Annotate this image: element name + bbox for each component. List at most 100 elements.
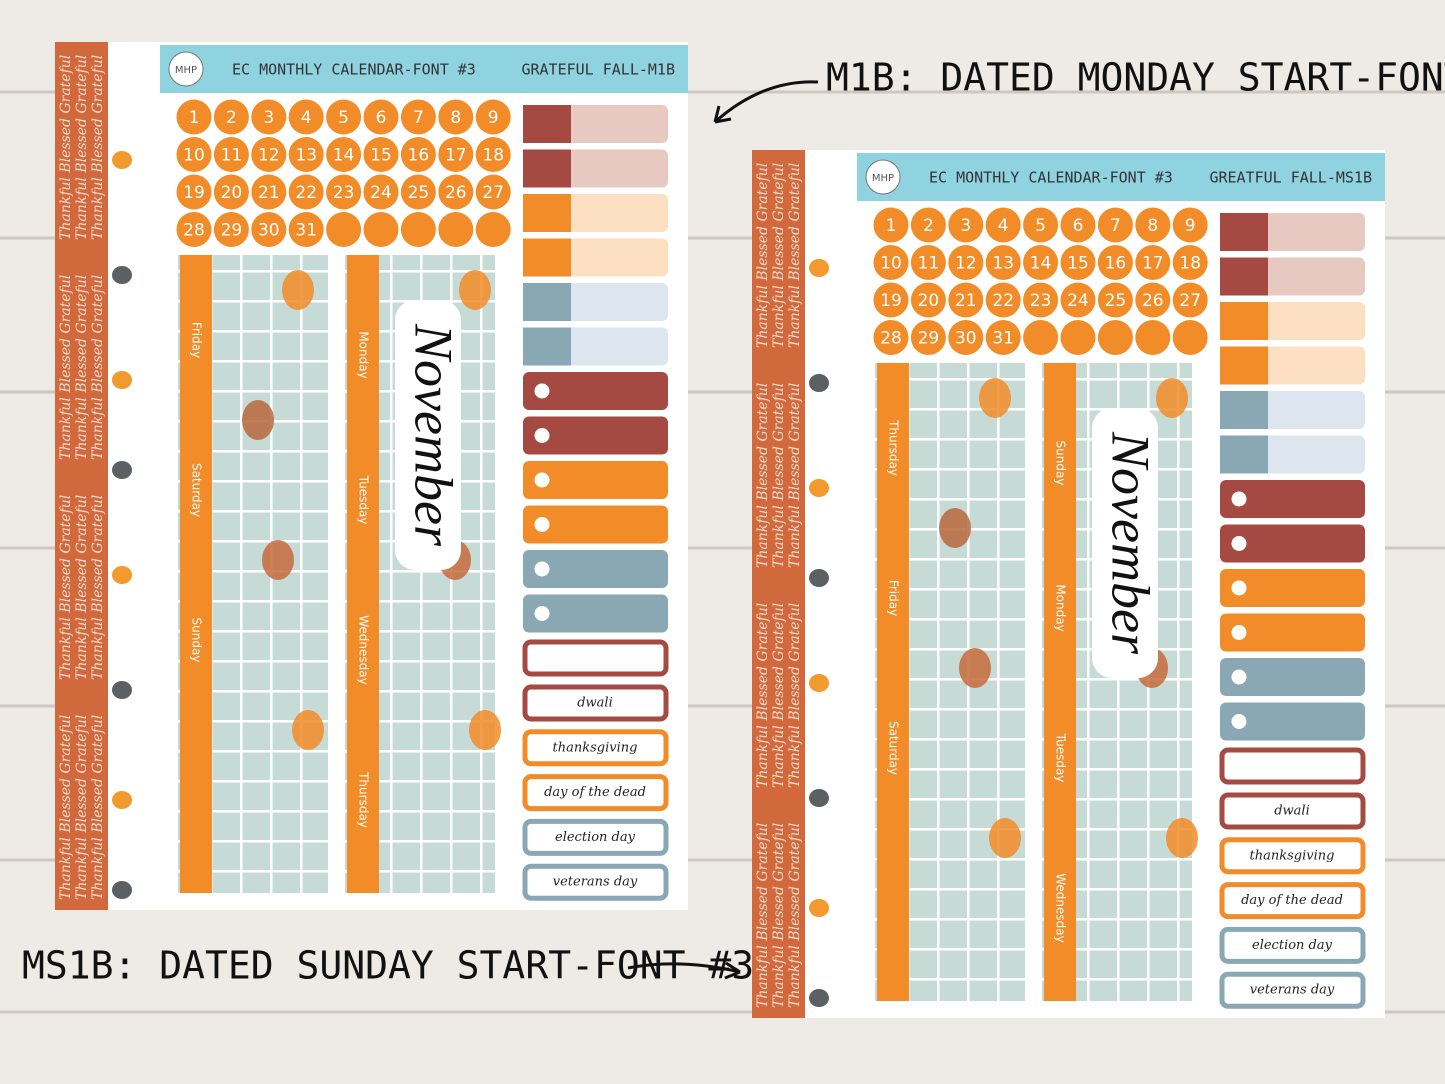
date-dot [176, 174, 212, 210]
date-dot [1172, 282, 1208, 318]
date-number: 31 [992, 329, 1014, 349]
color-swatch-dark [1220, 213, 1268, 251]
date-dot [1097, 282, 1133, 318]
side-pattern-text: Thankful Blessed Grateful [74, 275, 90, 460]
date-dot [438, 212, 474, 247]
flag-sticker [523, 461, 668, 499]
holiday-label: veterans day [553, 875, 638, 890]
date-dot [1023, 320, 1059, 355]
date-number: 27 [1179, 291, 1201, 311]
day-strip [877, 363, 909, 1001]
holiday-label: dwali [1274, 804, 1310, 819]
date-number: 1 [189, 108, 200, 128]
date-dot [363, 212, 399, 247]
side-pattern-text: Thankful Blessed Grateful [755, 603, 771, 788]
color-swatch-dark [523, 105, 571, 143]
date-number: 12 [955, 254, 977, 274]
day-label: Tuesday [1054, 733, 1068, 783]
flag-hole [1231, 536, 1247, 551]
day-label: Saturday [190, 463, 204, 517]
annotation: M1B: DATED MONDAY START-FONT #3 [826, 56, 1445, 100]
date-number: 1 [886, 216, 897, 236]
flag-hole [1231, 491, 1247, 507]
date-dot [213, 99, 249, 135]
pumpkin-icon [112, 151, 132, 169]
date-dot [873, 207, 909, 243]
date-number: 23 [333, 183, 355, 203]
date-dot [1060, 207, 1096, 243]
date-number: 8 [450, 108, 461, 128]
color-swatch-dark [523, 194, 571, 232]
flag-hole [534, 561, 550, 577]
date-dot [400, 99, 436, 135]
pumpkin-icon [809, 374, 829, 392]
label-box [522, 684, 669, 722]
flag-hole [1231, 580, 1247, 596]
date-dot [288, 99, 324, 135]
date-number: 21 [258, 183, 280, 203]
header [160, 45, 688, 93]
date-dot [475, 137, 511, 172]
date-number: 31 [295, 221, 317, 241]
side-pattern-text: Thankful Blessed Grateful [771, 383, 787, 568]
date-number: 6 [376, 108, 387, 128]
date-dot [1023, 207, 1059, 243]
date-number: 18 [1179, 254, 1201, 274]
sheet-code: GRATEFUL FALL-M1B [521, 61, 675, 79]
date-number: 19 [183, 183, 205, 203]
date-number: 30 [955, 329, 977, 349]
month-backing [395, 300, 461, 570]
flag-sticker [523, 416, 668, 455]
label-box [522, 863, 669, 901]
pumpkin-icon [112, 681, 132, 699]
date-number: 7 [413, 108, 424, 128]
date-number: 7 [1110, 216, 1121, 236]
autumn-decoration [979, 378, 1011, 418]
date-dot [1135, 282, 1171, 318]
date-number: 3 [263, 108, 274, 128]
pumpkin-icon [809, 674, 829, 692]
date-dot [251, 212, 287, 247]
date-dot [288, 212, 324, 247]
date-number: 23 [1030, 291, 1052, 311]
side-pattern-text: Thankful Blessed Grateful [755, 383, 771, 568]
holiday-label: day of the dead [544, 785, 646, 800]
side-pattern-text: Thankful Blessed Grateful [755, 163, 771, 348]
date-dot [213, 174, 249, 210]
day-strip [1044, 363, 1076, 1001]
month-name: November [404, 323, 464, 547]
side-pattern-text: Thankful Blessed Grateful [58, 275, 74, 460]
date-number: 10 [183, 146, 205, 166]
flag-hole [534, 383, 550, 399]
flag-hole [1231, 669, 1247, 685]
date-number: 18 [482, 146, 504, 166]
label-box [1219, 747, 1366, 785]
date-dot [326, 137, 362, 172]
month-name: November [1101, 431, 1161, 655]
date-number: 14 [1030, 254, 1052, 274]
holiday-label: day of the dead [1241, 893, 1343, 908]
flag-sticker [523, 372, 668, 410]
date-dot [475, 212, 511, 247]
side-pattern-text: Thankful Blessed Grateful [74, 715, 90, 900]
logo [168, 51, 204, 87]
day-label: Monday [357, 331, 371, 378]
date-dot [873, 320, 909, 355]
autumn-decoration [959, 648, 991, 688]
flag-sticker [523, 550, 668, 588]
date-dot [1023, 245, 1059, 280]
pumpkin-icon [809, 899, 829, 917]
date-dot [1135, 245, 1171, 280]
side-pattern-text: Thankful Blessed Grateful [90, 715, 106, 900]
date-number: 30 [258, 221, 280, 241]
date-number: 25 [408, 183, 430, 203]
date-number: 16 [1105, 254, 1127, 274]
date-dot [326, 212, 362, 247]
arrow [713, 80, 819, 124]
flag-sticker [1220, 658, 1365, 696]
date-number: 21 [955, 291, 977, 311]
date-dot [948, 207, 984, 243]
date-number: 24 [370, 183, 392, 203]
holiday-label: thanksgiving [553, 740, 638, 755]
